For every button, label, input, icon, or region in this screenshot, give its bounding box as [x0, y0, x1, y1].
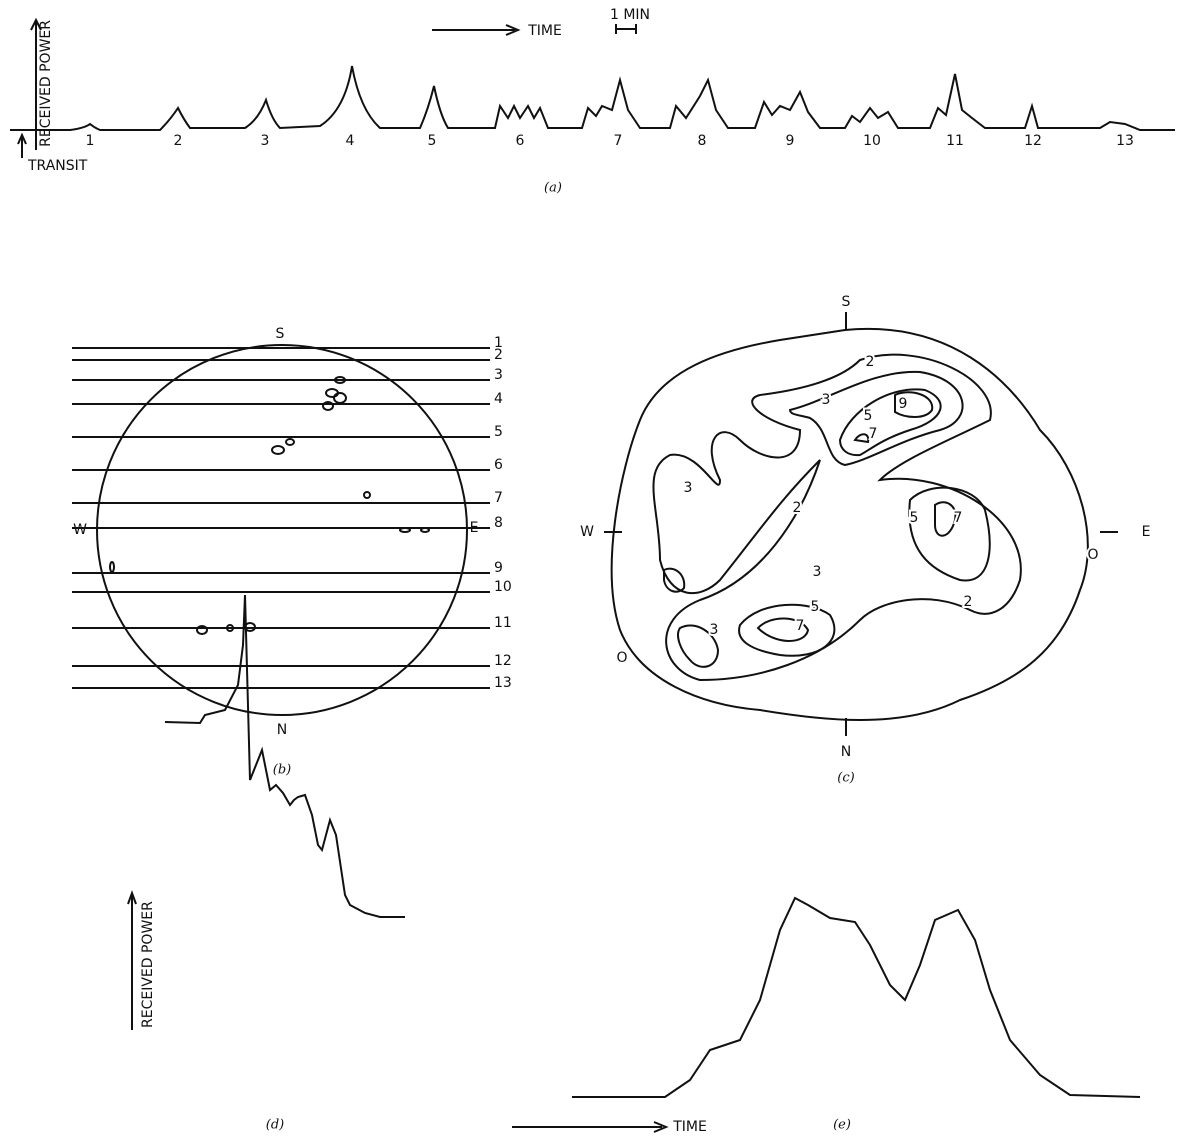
direction-label: W [73, 522, 87, 538]
arrow-head [653, 1121, 669, 1133]
peak-label: 8 [698, 133, 707, 149]
arrow-head [30, 17, 42, 31]
peak-label: 10 [863, 133, 881, 149]
direction-label: N [841, 744, 851, 760]
contour-label: 3 [813, 564, 822, 580]
peak-label: 3 [261, 133, 270, 149]
caption: (a) [544, 181, 562, 196]
time-label: TIME [527, 23, 562, 39]
peak-label: 9 [786, 133, 795, 149]
contour-label: O [616, 650, 627, 666]
contour-label: 2 [964, 594, 973, 610]
caption: (c) [837, 771, 854, 786]
scan-label: 12 [494, 653, 512, 669]
axis-label: RECEIVED POWER [38, 20, 54, 147]
contour-label: 5 [864, 408, 873, 424]
spots [109, 376, 430, 635]
direction-label: S [276, 326, 285, 342]
transit-label: TRANSIT [27, 158, 88, 174]
peak-label: 7 [614, 133, 623, 149]
caption: (d) [266, 1118, 284, 1133]
scan-label: 5 [494, 424, 503, 440]
peak-label: 6 [516, 133, 525, 149]
contours [604, 312, 1118, 736]
trace-d [164, 594, 405, 918]
scan-label: 10 [494, 579, 512, 595]
scan-label: 8 [494, 515, 503, 531]
contour-label: 7 [954, 510, 963, 526]
contour-label: 3 [684, 480, 693, 496]
direction-label: E [1142, 524, 1151, 540]
contour-label: 5 [811, 599, 820, 615]
scan-trace [10, 65, 1175, 131]
scan-label: 7 [494, 490, 503, 506]
contour-label: 2 [866, 354, 875, 370]
contour-label: 7 [796, 618, 805, 634]
peak-label: 11 [946, 133, 964, 149]
scan-label: 6 [494, 457, 503, 473]
contour-label: 9 [899, 396, 908, 412]
peak-label: 13 [1116, 133, 1134, 149]
arrow-head [17, 132, 27, 145]
scan-label: 2 [494, 347, 503, 363]
contour-label: 5 [910, 510, 919, 526]
scan-label: 9 [494, 560, 503, 576]
scan-label: 11 [494, 615, 512, 631]
scan-label: 4 [494, 391, 503, 407]
contour-label: 3 [710, 622, 719, 638]
direction-label: E [470, 520, 479, 536]
arrow-head [505, 24, 521, 36]
direction-label: N [277, 722, 287, 738]
scale-label: 1 MIN [610, 7, 650, 23]
contour-label: 3 [822, 392, 831, 408]
peak-label: 1 [86, 133, 95, 149]
contour-label: O [1087, 547, 1098, 563]
time-label: TIME [672, 1119, 707, 1135]
caption: (b) [273, 763, 291, 778]
peak-label: 5 [428, 133, 437, 149]
direction-label: S [842, 294, 851, 310]
direction-label: W [580, 524, 594, 540]
scan-label: 3 [494, 367, 503, 383]
scan-label: 13 [494, 675, 512, 691]
contour-label: 7 [869, 426, 878, 442]
caption: (e) [833, 1118, 851, 1133]
scan-label: 1 [494, 335, 503, 351]
arrow-head [127, 890, 137, 905]
scale-bar [615, 24, 637, 34]
peak-label: 4 [346, 133, 355, 149]
peak-label: 2 [174, 133, 183, 149]
peak-label: 12 [1024, 133, 1042, 149]
trace-e [572, 896, 1141, 1098]
solar-disk [96, 344, 468, 716]
axis-label: RECEIVED POWER [140, 901, 156, 1028]
contour-label: 2 [793, 500, 802, 516]
